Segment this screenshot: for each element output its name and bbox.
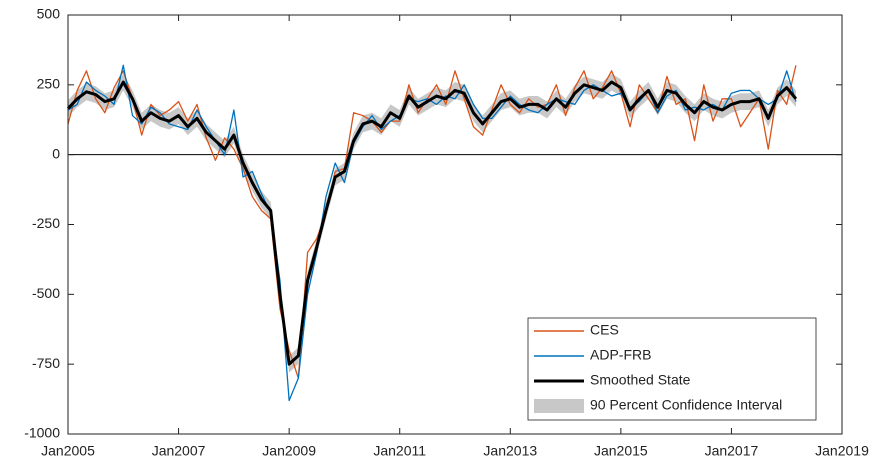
y-tick-label: -1000 — [24, 425, 60, 441]
y-tick-label: -750 — [32, 355, 60, 371]
series-line — [67, 65, 797, 379]
x-tick-label: Jan2017 — [705, 443, 759, 459]
legend-label: CES — [590, 322, 619, 338]
legend-label: 90 Percent Confidence Interval — [590, 397, 782, 413]
x-tick-label: Jan2009 — [262, 443, 316, 459]
legend-label: Smoothed State — [590, 372, 691, 388]
x-tick-label: Jan2007 — [152, 443, 206, 459]
y-tick-label: 250 — [37, 76, 61, 92]
legend-label: ADP-FRB — [590, 347, 651, 363]
y-tick-label: 500 — [37, 6, 61, 22]
confidence-band — [68, 73, 796, 373]
y-tick-label: -500 — [32, 285, 60, 301]
y-tick-label: -250 — [32, 215, 60, 231]
y-tick-label: 0 — [52, 145, 60, 161]
x-tick-label: Jan2019 — [815, 443, 869, 459]
x-tick-label: Jan2013 — [483, 443, 537, 459]
x-tick-label: Jan2015 — [594, 443, 648, 459]
series-line — [66, 80, 798, 366]
x-tick-label: Jan2005 — [41, 443, 95, 459]
legend-swatch — [534, 399, 584, 413]
x-tick-label: Jan2011 — [373, 443, 426, 459]
